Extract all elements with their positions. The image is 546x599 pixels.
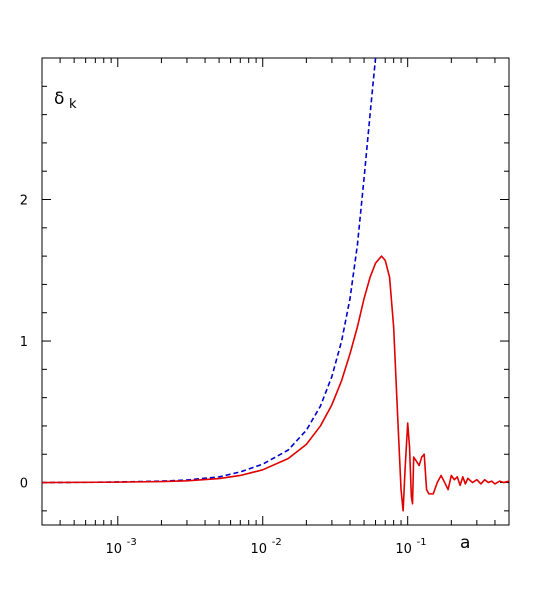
x-tick-label-exponent: -2: [272, 537, 282, 548]
y-axis-label: δ: [54, 89, 64, 109]
y-tick-label: 1: [20, 335, 28, 350]
y-tick-label: 2: [20, 194, 28, 209]
series-lines: [41, 57, 510, 512]
plot-frame: [41, 57, 510, 526]
series-line-solid: [41, 255, 510, 512]
x-axis-label: a: [460, 533, 470, 553]
x-tick-label: 10: [395, 542, 412, 557]
series-line-dashed: [41, 57, 377, 484]
axis-ticks: [41, 57, 510, 525]
x-tick-label: 10: [250, 542, 267, 557]
y-tick-label: 0: [20, 477, 28, 492]
y-axis-label-subscript: k: [69, 97, 77, 112]
x-tick-label-exponent: -1: [417, 537, 427, 548]
tick-labels: 0 1 2 10 -3 10 -2 10 -1: [20, 194, 427, 557]
x-tick-label-exponent: -3: [127, 537, 137, 548]
x-tick-label: 10: [106, 542, 123, 557]
